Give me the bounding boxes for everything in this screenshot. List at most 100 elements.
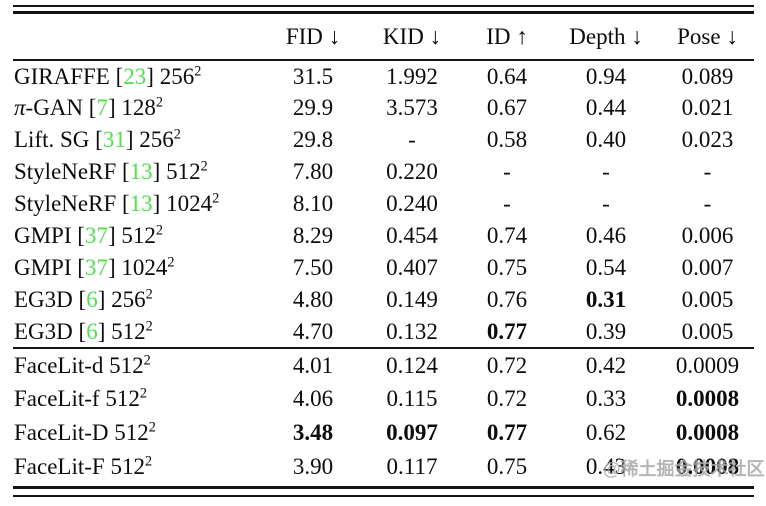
cell-kid: 1.992 [386,63,438,89]
cell-fid: 8.10 [292,191,334,216]
cell-fid: 4.70 [292,318,334,344]
column-header-kid: KID ↓ [361,14,463,61]
table-row: EG3D [6] 5122 4.70 0.132 0.77 0.39 0.005 [13,316,754,348]
citation-number: 6 [86,318,98,344]
method-name: FaceLit-F [14,454,105,479]
cell-id: 0.72 [486,386,528,411]
method-cell: EG3D [6] 5122 [14,317,153,344]
facelit-group: FaceLit-d 5122 4.01 0.124 0.72 0.42 0.0009 Fac… [13,348,754,484]
cell-depth: 0.43 [585,454,627,479]
table-row: FaceLit-F 5122 3.90 0.117 0.75 0.43 0.0008 [13,450,754,484]
method-cell: FaceLit-d 5122 [13,348,265,382]
cell-fid: 4.06 [292,386,334,411]
method-cell: π-GAN [7] 1282 [14,94,163,120]
resolution: 5122 [109,351,151,378]
cell-depth: 0.31 [585,287,627,312]
baselines-group: GIRAFFE [23] 2562 31.5 1.992 0.64 0.94 0.089 π… [13,60,754,348]
cell-depth: 0.40 [585,127,627,152]
column-header-depth: Depth ↓ [551,14,661,61]
cell-id: 0.74 [486,223,528,248]
results-table-area: FID ↓ KID ↓ ID ↑ Depth ↓ Pose ↓ GIRAFFE [23]… [13,5,754,497]
cell-id: 0.58 [486,127,528,152]
cell-fid: 4.01 [292,352,334,378]
method-name: GMPI [14,255,72,280]
resolution: 1282 [121,94,163,120]
table-row: GMPI [37] 10242 7.50 0.407 0.75 0.54 0.007 [13,252,754,284]
column-header-pose: Pose ↓ [661,14,754,61]
cell-depth: 0.62 [585,420,627,445]
top-rule-inner [13,11,754,14]
top-rule-outer [13,5,754,7]
citation-number: 31 [102,127,126,152]
cell-kid: 3.573 [386,95,438,120]
cell-pose: 0.0008 [675,420,740,445]
bottom-rule-outer [13,495,754,497]
citation-number: 13 [129,191,153,216]
citation-number: 13 [129,159,153,184]
table-row: FaceLit-D 5122 3.48 0.097 0.77 0.62 0.0008 [13,416,754,450]
cell-kid: 0.097 [386,420,438,445]
cell-id: 0.76 [486,287,528,312]
cell-depth: 0.54 [585,255,627,280]
cell-depth: 0.44 [585,95,627,120]
resolution: 2562 [159,62,202,89]
cell-fid: 31.5 [292,63,334,89]
cell-fid: 4.80 [292,287,334,312]
method-cell: StyleNeRF [13] 5122 [14,158,208,184]
cell-kid: 0.115 [386,386,438,411]
cell-id: 0.77 [486,420,528,445]
cell-kid: 0.117 [386,454,438,479]
table-row: EG3D [6] 2562 4.80 0.149 0.76 0.31 0.005 [13,284,754,316]
table-row: GIRAFFE [23] 2562 31.5 1.992 0.64 0.94 0.089 [13,60,754,92]
method-cell: GMPI [37] 5122 [14,222,163,248]
cell-kid: 0.220 [386,159,438,184]
resolution: 5122 [114,419,156,445]
bottom-rule-inner [13,486,754,489]
method-cell: GIRAFFE [23] 2562 [14,62,202,89]
resolution: 2562 [111,286,153,312]
cell-pose: 0.021 [681,95,734,120]
resolution: 5122 [110,453,153,479]
cell-kid: 0.149 [386,287,438,312]
resolution: 5122 [105,385,147,411]
cell-id: - [503,191,511,216]
cell-fid: 8.29 [292,223,334,248]
citation-number: 6 [86,287,98,312]
cell-pose: 0.0008 [675,454,740,479]
method-name: StyleNeRF [14,191,117,216]
citation-number: 23 [123,63,147,89]
cell-depth: 0.46 [585,223,627,248]
method-name: FaceLit-d [14,352,104,378]
cell-fid: 29.8 [292,127,334,152]
method-name: StyleNeRF [14,159,117,184]
cell-pose: 0.007 [681,255,734,280]
cell-fid: 3.48 [292,420,334,445]
citation-number: 37 [84,255,108,280]
cell-id: 0.72 [486,352,528,378]
table-row: π-GAN [7] 1282 29.9 3.573 0.67 0.44 0.021 [13,92,754,124]
column-header-fid: FID ↓ [265,14,361,61]
column-header-method [13,14,265,61]
cell-fid: 7.50 [292,255,334,280]
cell-depth: 0.94 [585,63,627,89]
cell-depth: 0.33 [585,386,627,411]
resolution: 10242 [121,254,175,280]
cell-id: 0.75 [486,454,528,479]
method-cell: Lift. SG [31] 2562 [14,126,181,152]
table-row: GMPI [37] 5122 8.29 0.454 0.74 0.46 0.006 [13,220,754,252]
resolution: 10242 [166,190,220,216]
cell-id: 0.75 [486,255,528,280]
cell-kid: 0.124 [386,352,438,378]
results-table: FID ↓ KID ↓ ID ↑ Depth ↓ Pose ↓ GIRAFFE [23]… [13,14,754,484]
cell-pose: 0.0008 [675,386,740,411]
cell-fid: 7.80 [292,159,334,184]
cell-kid: - [408,127,416,152]
method-cell: StyleNeRF [13] 10242 [14,190,220,216]
resolution: 2562 [139,126,181,152]
citation-number: 7 [96,95,108,120]
method-cell: EG3D [6] 2562 [14,286,153,312]
cell-pose: 0.089 [681,63,734,89]
method-name: EG3D [14,318,73,344]
resolution: 5122 [121,222,163,248]
